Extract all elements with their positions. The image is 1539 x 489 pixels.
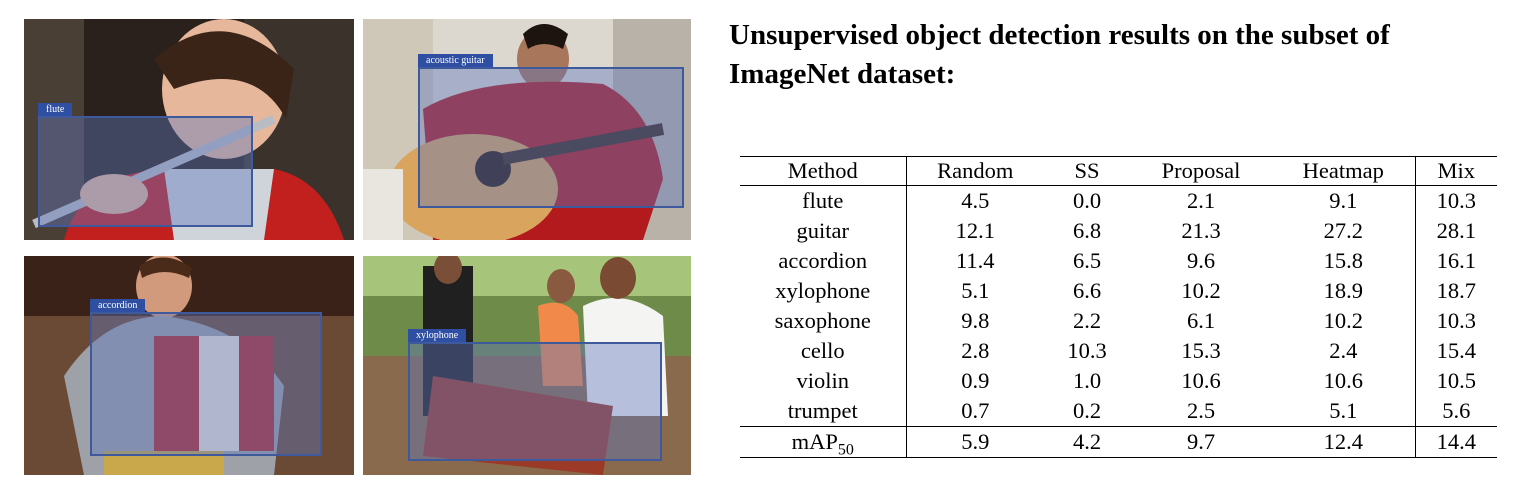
accordion-bbox-label: accordion	[90, 299, 146, 312]
table-row: violin 0.9 1.0 10.6 10.6 10.5	[740, 366, 1497, 396]
cell-mix: 16.1	[1436, 248, 1476, 273]
cell-method: flute	[740, 185, 907, 216]
cell-ss: 6.6	[1072, 278, 1102, 303]
table-row: accordion 11.4 6.5 9.6 15.8 16.1	[740, 246, 1497, 276]
cell-mix: 5.6	[1442, 398, 1471, 423]
map-proposal: 9.7	[1130, 426, 1272, 458]
map-label-text: mAP	[791, 429, 838, 454]
flute-scene	[24, 19, 354, 240]
cell-ss: 1.0	[1072, 368, 1102, 393]
table-row: flute 4.5 0.0 2.1 9.1 10.3	[740, 185, 1497, 216]
header-proposal: Proposal	[1130, 156, 1272, 186]
photo-flute: flute	[24, 19, 354, 240]
cell-proposal: 9.6	[1186, 248, 1216, 273]
table-row: trumpet 0.7 0.2 2.5 5.1 5.6	[740, 396, 1497, 427]
cell-method: cello	[740, 336, 907, 366]
header-row: Method Random SS Proposal Heatmap Mix	[740, 156, 1497, 186]
cell-method: saxophone	[740, 306, 907, 336]
cell-random: 4.5	[961, 188, 990, 213]
cell-heatmap: 2.4	[1272, 336, 1416, 366]
cell-proposal: 2.1	[1186, 188, 1216, 213]
cell-proposal: 15.3	[1181, 338, 1221, 363]
cell-proposal: 10.2	[1181, 278, 1221, 303]
cell-ss: 2.2	[1072, 308, 1102, 333]
cell-heatmap: 15.8	[1272, 246, 1416, 276]
header-ss: SS	[1044, 156, 1130, 186]
cell-random: 2.8	[961, 338, 990, 363]
cell-mix: 10.3	[1436, 188, 1476, 213]
cell-method: violin	[740, 366, 907, 396]
cell-proposal: 2.5	[1186, 398, 1216, 423]
photo-guitar: acoustic guitar	[363, 19, 691, 240]
cell-proposal: 21.3	[1181, 218, 1221, 243]
table-row: cello 2.8 10.3 15.3 2.4 15.4	[740, 336, 1497, 366]
cell-method: trumpet	[740, 396, 907, 427]
xylophone-bbox	[408, 342, 662, 461]
cell-proposal: 6.1	[1186, 308, 1216, 333]
header-random: Random	[906, 156, 1044, 186]
photo-accordion: accordion	[24, 256, 354, 475]
cell-ss: 10.3	[1067, 338, 1107, 363]
header-heatmap: Heatmap	[1272, 156, 1416, 186]
table-row: xylophone 5.1 6.6 10.2 18.9 18.7	[740, 276, 1497, 306]
cell-ss: 6.8	[1072, 218, 1102, 243]
table-row: saxophone 9.8 2.2 6.1 10.2 10.3	[740, 306, 1497, 336]
table-body: flute 4.5 0.0 2.1 9.1 10.3 guitar 12.1 6.8 21.3 27…	[740, 185, 1497, 427]
cell-mix: 15.4	[1436, 338, 1476, 363]
cell-ss: 6.5	[1072, 248, 1102, 273]
guitar-bbox	[418, 67, 684, 208]
accordion-scene	[24, 256, 354, 475]
cell-random: 0.7	[961, 398, 990, 423]
guitar-bbox-label: acoustic guitar	[418, 54, 493, 67]
xylophone-bbox-label: xylophone	[408, 329, 467, 342]
cell-mix: 28.1	[1436, 218, 1476, 243]
cell-random: 0.9	[961, 368, 990, 393]
cell-method: accordion	[740, 246, 907, 276]
header-method: Method	[740, 156, 907, 186]
map-random: 5.9	[906, 426, 1044, 458]
table-row: guitar 12.1 6.8 21.3 27.2 28.1	[740, 216, 1497, 246]
flute-bbox-label: flute	[38, 103, 73, 116]
cell-random: 12.1	[955, 218, 995, 243]
map-heatmap: 12.4	[1272, 426, 1416, 458]
map-label-sub: 50	[837, 441, 854, 459]
xylophone-scene	[363, 256, 691, 475]
cell-mix: 10.5	[1436, 368, 1476, 393]
map-ss: 4.2	[1044, 426, 1130, 458]
table-title: Unsupervised object detection results on…	[729, 19, 1390, 90]
cell-random: 11.4	[955, 248, 995, 273]
photo-xylophone: xylophone	[363, 256, 691, 475]
map-mix: 14.4	[1415, 426, 1497, 458]
cell-ss: 0.0	[1072, 188, 1102, 213]
results-table: Method Random SS Proposal Heatmap Mix fl…	[740, 156, 1497, 458]
cell-random: 9.8	[961, 308, 990, 333]
cell-random: 5.1	[961, 278, 990, 303]
cell-heatmap: 10.2	[1272, 306, 1416, 336]
cell-heatmap: 10.6	[1272, 366, 1416, 396]
accordion-bbox	[90, 312, 322, 456]
cell-heatmap: 27.2	[1272, 216, 1416, 246]
cell-heatmap: 5.1	[1272, 396, 1416, 427]
cell-ss: 0.2	[1072, 398, 1102, 423]
cell-heatmap: 18.9	[1272, 276, 1416, 306]
cell-mix: 18.7	[1436, 278, 1476, 303]
flute-bbox	[38, 116, 253, 227]
map-row: mAP50 5.9 4.2 9.7 12.4 14.4	[740, 426, 1497, 459]
cell-method: guitar	[740, 216, 907, 246]
cell-proposal: 10.6	[1181, 368, 1221, 393]
cell-method: xylophone	[740, 276, 907, 306]
map-label: mAP50	[740, 426, 907, 459]
header-mix: Mix	[1415, 156, 1497, 186]
cell-mix: 10.3	[1436, 308, 1476, 333]
cell-heatmap: 9.1	[1272, 185, 1416, 216]
